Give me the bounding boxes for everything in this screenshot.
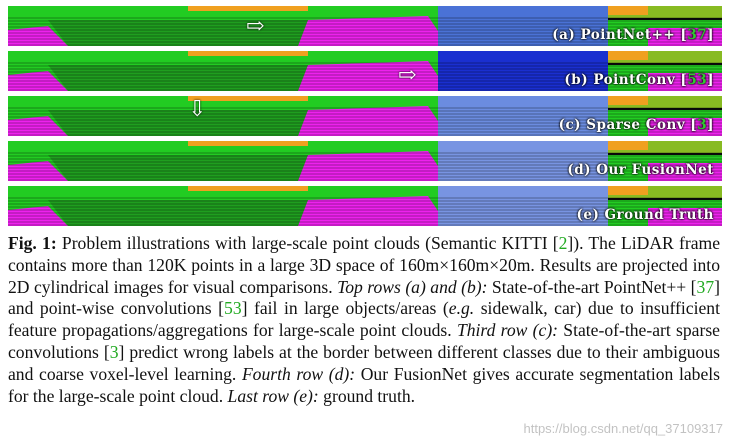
building-region bbox=[608, 96, 648, 105]
citation-link[interactable]: 53 bbox=[224, 298, 242, 319]
caption-text: ] predict wrong labels at the border bet… bbox=[8, 341, 720, 384]
car-region bbox=[438, 51, 608, 91]
building-region bbox=[188, 6, 308, 11]
strip-label-text: (e) Ground Truth bbox=[576, 207, 714, 223]
sidewalk-region bbox=[48, 20, 338, 46]
road-region bbox=[298, 196, 448, 226]
building-region bbox=[608, 51, 648, 60]
citation-link[interactable]: 37 bbox=[687, 27, 708, 43]
road-region bbox=[298, 106, 448, 136]
sidewalk-region bbox=[48, 155, 338, 181]
strip-label-text: ] bbox=[707, 27, 714, 43]
building-region bbox=[608, 186, 648, 195]
right-arrow-icon: ⇨ bbox=[246, 13, 265, 39]
sidewalk-region bbox=[48, 65, 338, 91]
segmentation-image bbox=[8, 96, 722, 136]
strip-label-text: (c) Sparse Conv [ bbox=[558, 117, 698, 133]
road-region bbox=[8, 161, 68, 181]
building-region bbox=[188, 51, 308, 56]
segmentation-image bbox=[8, 51, 722, 91]
citation-link[interactable]: 3 bbox=[697, 117, 708, 133]
right-arrow-icon: ⇨ bbox=[398, 62, 417, 88]
building-region bbox=[608, 141, 648, 150]
segmentation-image bbox=[8, 186, 722, 226]
sidewalk-region bbox=[48, 200, 338, 226]
strip-label-text: (a) PointNet++ [ bbox=[552, 27, 688, 43]
strip-label: (d) Our FusionNet bbox=[567, 162, 714, 178]
figure: ⇨ (a) PointNet++ [37] ⇨ (b) PointConv [53] ⇩… bbox=[8, 6, 722, 228]
strip-label-text: ] bbox=[707, 72, 714, 88]
road-region bbox=[648, 208, 722, 226]
sidewalk-region bbox=[48, 110, 338, 136]
strip-label: (e) Ground Truth bbox=[576, 207, 714, 223]
building-region bbox=[188, 96, 308, 101]
figure-caption: Fig. 1: Problem illustrations with large… bbox=[8, 233, 720, 407]
segmentation-strip-e: (e) Ground Truth bbox=[8, 186, 722, 226]
building-region bbox=[188, 186, 308, 191]
building-region bbox=[188, 141, 308, 146]
caption-text: ] and point-wise convolutions [ bbox=[8, 276, 720, 319]
road-region bbox=[648, 118, 722, 136]
segmentation-image bbox=[8, 141, 722, 181]
strip-label-text: (d) Our FusionNet bbox=[567, 162, 714, 178]
road-region bbox=[648, 28, 722, 46]
road-region bbox=[648, 163, 722, 181]
caption-emphasis: Third row (c): bbox=[456, 320, 559, 341]
caption-fig-label: Fig. 1: bbox=[8, 233, 57, 253]
road-region bbox=[8, 26, 68, 46]
caption-text: Problem illustrations with large-scale p… bbox=[56, 233, 559, 253]
road-region bbox=[8, 71, 68, 91]
road-region bbox=[298, 151, 448, 181]
car-region bbox=[438, 6, 608, 46]
road-region bbox=[8, 116, 68, 136]
car-region bbox=[438, 186, 608, 226]
strip-label-text: ] bbox=[707, 117, 714, 133]
caption-text: ] fail in large objects/areas ( bbox=[241, 298, 449, 319]
down-arrow-icon: ⇩ bbox=[188, 96, 207, 122]
building-region bbox=[608, 6, 648, 15]
caption-text: ground truth. bbox=[318, 385, 416, 406]
caption-emphasis: e.g. bbox=[448, 298, 475, 319]
segmentation-strip-b: ⇨ (b) PointConv [53] bbox=[8, 51, 722, 91]
road-region bbox=[298, 16, 448, 46]
car-region bbox=[438, 96, 608, 136]
strip-label-text: (b) PointConv [ bbox=[564, 72, 688, 88]
segmentation-strip-c: ⇩ (c) Sparse Conv [3] bbox=[8, 96, 722, 136]
citation-link[interactable]: 37 bbox=[696, 276, 715, 297]
segmentation-image bbox=[8, 6, 722, 46]
caption-emphasis: Top rows (a) and (b): bbox=[337, 276, 488, 297]
caption-emphasis: Last row (e): bbox=[227, 385, 319, 406]
road-region bbox=[648, 73, 722, 91]
caption-text: ]). The LiDAR frame contains more than 1… bbox=[8, 233, 720, 297]
segmentation-strip-d: (d) Our FusionNet bbox=[8, 141, 722, 181]
caption-text: Our FusionNet gives accurate segmentatio… bbox=[8, 363, 720, 406]
caption-text: State-of-the-art PointNet++ [ bbox=[487, 276, 697, 297]
citation-link[interactable]: 53 bbox=[687, 72, 708, 88]
strip-label: (c) Sparse Conv [3] bbox=[559, 117, 714, 133]
road-region bbox=[298, 61, 448, 91]
citation-link[interactable]: 2 bbox=[558, 233, 568, 253]
caption-emphasis: Fourth row (d): bbox=[241, 363, 356, 384]
road-region bbox=[8, 206, 68, 226]
caption-text: sidewalk, car) due to insufficient featu… bbox=[8, 298, 720, 341]
car-region bbox=[438, 141, 608, 181]
caption-text: State-of-the-art sparse convolutions [ bbox=[8, 320, 720, 362]
strip-label: (a) PointNet++ [37] bbox=[552, 27, 714, 43]
strip-label: (b) PointConv [53] bbox=[564, 72, 714, 88]
watermark: https://blog.csdn.net/qq_37109317 bbox=[523, 421, 724, 436]
segmentation-strip-a: ⇨ (a) PointNet++ [37] bbox=[8, 6, 722, 46]
citation-link[interactable]: 3 bbox=[109, 341, 119, 362]
